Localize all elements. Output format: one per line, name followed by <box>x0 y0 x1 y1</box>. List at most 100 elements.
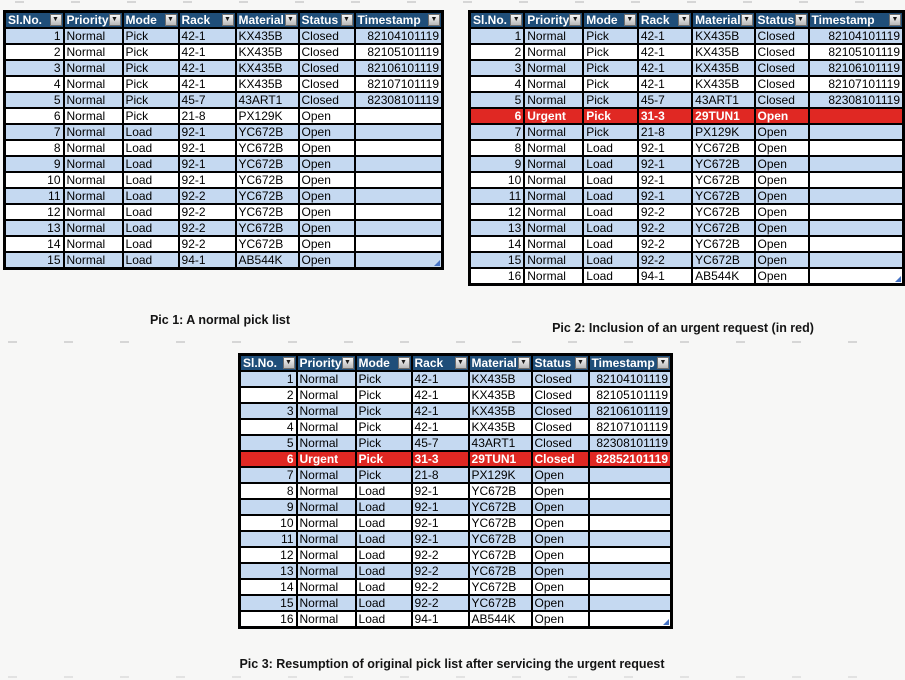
cell-timestamp[interactable]: 82107101119 <box>807 75 905 93</box>
table-resize-handle-icon[interactable] <box>895 276 901 282</box>
cell-material[interactable]: YC672B <box>691 155 756 173</box>
cell-priority[interactable]: Normal <box>523 187 585 205</box>
cell-material[interactable]: YC672B <box>691 219 756 237</box>
cell-mode[interactable]: Pick <box>582 107 639 125</box>
filter-dropdown-icon[interactable]: ▼ <box>569 14 582 26</box>
cell-material[interactable]: YC672B <box>467 546 533 564</box>
cell-slno[interactable]: 8 <box>238 482 298 500</box>
cell-timestamp[interactable] <box>807 155 905 173</box>
cell-timestamp[interactable] <box>353 107 444 125</box>
cell-material[interactable]: YC672B <box>691 171 756 189</box>
cell-priority[interactable]: Normal <box>295 594 357 612</box>
cell-status[interactable]: Open <box>530 530 590 548</box>
cell-material[interactable]: YC672B <box>467 562 533 580</box>
cell-mode[interactable]: Load <box>582 139 639 157</box>
cell-slno[interactable]: 5 <box>468 91 526 109</box>
cell-rack[interactable]: 42-1 <box>636 43 694 61</box>
cell-rack[interactable]: 92-2 <box>636 235 694 253</box>
cell-mode[interactable]: Pick <box>354 466 413 484</box>
cell-rack[interactable]: 92-2 <box>636 251 694 269</box>
cell-timestamp[interactable] <box>587 482 673 500</box>
cell-priority[interactable]: Normal <box>62 75 124 93</box>
cell-status[interactable]: Open <box>297 203 356 221</box>
cell-rack[interactable]: 42-1 <box>177 59 237 77</box>
cell-priority[interactable]: Normal <box>295 530 357 548</box>
cell-timestamp[interactable] <box>587 466 673 484</box>
cell-material[interactable]: YC672B <box>234 171 300 189</box>
cell-timestamp[interactable] <box>807 251 905 269</box>
cell-timestamp[interactable] <box>353 203 444 221</box>
cell-priority[interactable]: Normal <box>295 482 357 500</box>
filter-dropdown-icon[interactable]: ▼ <box>341 357 354 369</box>
cell-rack[interactable]: 92-1 <box>636 155 694 173</box>
cell-rack[interactable]: 92-1 <box>410 482 470 500</box>
filter-dropdown-icon[interactable]: ▼ <box>510 14 523 26</box>
cell-rack[interactable]: 92-1 <box>410 530 470 548</box>
cell-timestamp[interactable]: 82308101119 <box>807 91 905 109</box>
cell-mode[interactable]: Load <box>121 219 180 237</box>
cell-material[interactable]: KX435B <box>234 27 300 45</box>
cell-material[interactable]: KX435B <box>467 402 533 420</box>
cell-slno[interactable]: 12 <box>468 203 526 221</box>
cell-timestamp[interactable]: 82105101119 <box>587 386 673 404</box>
cell-material[interactable]: YC672B <box>234 139 300 157</box>
cell-mode[interactable]: Load <box>121 155 180 173</box>
cell-rack[interactable]: 92-2 <box>177 187 237 205</box>
cell-slno[interactable]: 12 <box>3 203 65 221</box>
cell-status[interactable]: Closed <box>297 27 356 45</box>
cell-slno[interactable]: 14 <box>3 235 65 253</box>
cell-priority[interactable]: Normal <box>62 235 124 253</box>
cell-status[interactable]: Closed <box>530 418 590 436</box>
cell-rack[interactable]: 42-1 <box>410 386 470 404</box>
filter-dropdown-icon[interactable]: ▼ <box>428 14 441 26</box>
cell-mode[interactable]: Pick <box>121 75 180 93</box>
cell-material[interactable]: KX435B <box>234 75 300 93</box>
cell-slno[interactable]: 8 <box>468 139 526 157</box>
cell-mode[interactable]: Pick <box>582 27 639 45</box>
cell-slno[interactable]: 15 <box>3 251 65 270</box>
cell-rack[interactable]: 94-1 <box>636 267 694 286</box>
cell-rack[interactable]: 42-1 <box>636 59 694 77</box>
cell-status[interactable]: Closed <box>530 434 590 452</box>
cell-slno[interactable]: 11 <box>468 187 526 205</box>
cell-timestamp[interactable]: 82105101119 <box>353 43 444 61</box>
cell-slno[interactable]: 10 <box>3 171 65 189</box>
cell-timestamp[interactable] <box>807 123 905 141</box>
cell-rack[interactable]: 45-7 <box>177 91 237 109</box>
cell-timestamp[interactable]: 82104101119 <box>353 27 444 45</box>
cell-material[interactable]: AB544K <box>234 251 300 270</box>
cell-timestamp[interactable] <box>353 171 444 189</box>
cell-slno[interactable]: 13 <box>3 219 65 237</box>
cell-priority[interactable]: Normal <box>62 155 124 173</box>
cell-rack[interactable]: 92-2 <box>410 594 470 612</box>
cell-timestamp[interactable] <box>807 107 905 125</box>
table-resize-handle-icon[interactable] <box>663 619 670 625</box>
cell-rack[interactable]: 92-1 <box>177 123 237 141</box>
cell-mode[interactable]: Load <box>582 219 639 237</box>
cell-material[interactable]: PX129K <box>691 123 756 141</box>
cell-material[interactable]: YC672B <box>467 482 533 500</box>
cell-priority[interactable]: Normal <box>295 546 357 564</box>
cell-mode[interactable]: Load <box>582 203 639 221</box>
cell-timestamp[interactable] <box>353 139 444 157</box>
cell-material[interactable]: KX435B <box>691 75 756 93</box>
cell-slno[interactable]: 6 <box>3 107 65 125</box>
cell-timestamp[interactable] <box>353 219 444 237</box>
cell-mode[interactable]: Load <box>121 187 180 205</box>
cell-slno[interactable]: 7 <box>468 123 526 141</box>
cell-priority[interactable]: Normal <box>295 386 357 404</box>
cell-status[interactable]: Closed <box>530 386 590 404</box>
cell-priority[interactable]: Normal <box>295 562 357 580</box>
cell-timestamp[interactable] <box>807 203 905 221</box>
cell-rack[interactable]: 21-8 <box>410 466 470 484</box>
filter-dropdown-icon[interactable]: ▼ <box>517 357 530 369</box>
cell-material[interactable]: KX435B <box>467 386 533 404</box>
cell-status[interactable]: Open <box>297 155 356 173</box>
cell-material[interactable]: YC672B <box>691 235 756 253</box>
cell-status[interactable]: Open <box>753 107 810 125</box>
cell-rack[interactable]: 42-1 <box>177 43 237 61</box>
cell-priority[interactable]: Urgent <box>295 450 357 468</box>
cell-status[interactable]: Open <box>297 235 356 253</box>
filter-dropdown-icon[interactable]: ▼ <box>574 357 587 369</box>
cell-slno[interactable]: 10 <box>238 514 298 532</box>
